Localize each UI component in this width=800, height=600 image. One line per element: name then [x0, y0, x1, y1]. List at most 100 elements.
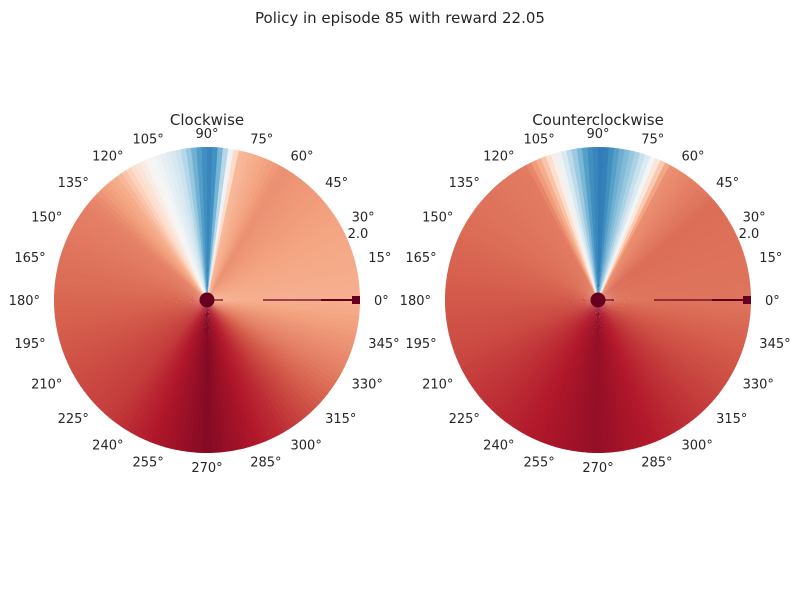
- heatmap-wedge: [207, 300, 280, 438]
- theta-tick-label: 300°: [682, 439, 713, 454]
- heatmap-wedge: [207, 300, 343, 377]
- heatmap-wedge: [598, 300, 694, 424]
- heatmap-wedge: [67, 300, 207, 369]
- heatmap-wedge: [207, 300, 360, 311]
- heatmap-wedge: [57, 262, 208, 300]
- heatmap-wedge: [207, 218, 340, 300]
- heatmap-wedge: [598, 185, 705, 300]
- theta-tick-label: 165°: [14, 251, 45, 266]
- heatmap-wedge: [598, 149, 630, 300]
- heatmap-wedge: [138, 160, 207, 300]
- heatmap-wedge: [598, 227, 736, 300]
- heatmap-wedge: [598, 222, 734, 300]
- heatmap-wedge: [458, 300, 598, 369]
- heatmap-wedge: [464, 218, 598, 300]
- heatmap-wedge: [598, 300, 671, 438]
- heatmap-wedge: [108, 300, 207, 422]
- heatmap-wedge: [598, 189, 709, 300]
- heatmap-wedge: [74, 300, 207, 382]
- heatmap-wedge: [526, 300, 598, 438]
- heatmap-wedge: [83, 300, 207, 396]
- theta-tick-label: 315°: [716, 412, 747, 427]
- heatmap-wedge: [207, 196, 325, 300]
- heatmap-wedge: [598, 151, 641, 300]
- heatmap-wedge: [207, 164, 284, 300]
- heatmap-wedge: [169, 300, 207, 450]
- heatmap-wedge: [207, 300, 332, 395]
- theta-tick-label: 135°: [449, 176, 480, 191]
- theta-tick-label: 90°: [586, 127, 609, 142]
- theta-tick-label: 195°: [14, 337, 45, 352]
- r-tick-label: 2.0: [348, 227, 369, 242]
- heatmap-wedge: [598, 300, 744, 353]
- heatmap-wedge: [598, 300, 750, 327]
- plot-title: Clockwise: [170, 111, 244, 129]
- heatmap-wedge: [207, 147, 229, 300]
- heatmap-wedge: [598, 172, 688, 300]
- heatmap-wedge: [598, 300, 702, 418]
- heatmap-wedge: [503, 300, 598, 425]
- heatmap-wedge: [80, 300, 207, 391]
- heatmap-wedge: [196, 300, 207, 453]
- heatmap-wedge: [598, 300, 706, 414]
- heatmap-wedge: [480, 300, 598, 404]
- heatmap-wedge: [598, 300, 739, 368]
- heatmap-wedge: [598, 300, 743, 358]
- heatmap-wedge: [207, 227, 345, 300]
- heatmap-wedge: [467, 214, 598, 300]
- theta-tick-label: 270°: [191, 461, 222, 476]
- heatmap-wedge: [598, 178, 697, 300]
- heatmap-wedge: [207, 300, 350, 363]
- heatmap-wedge: [59, 252, 207, 300]
- heatmap-wedge: [498, 179, 598, 300]
- heatmap-wedge: [207, 300, 335, 390]
- heatmap-wedge: [516, 300, 598, 434]
- heatmap-wedge: [207, 300, 315, 414]
- trace-end-marker: [743, 296, 751, 304]
- heatmap-wedge: [107, 179, 207, 300]
- heatmap-wedge: [207, 178, 306, 300]
- theta-tick-label: 15°: [759, 251, 782, 266]
- heatmap-wedge: [207, 300, 276, 440]
- heatmap-wedge: [450, 252, 598, 300]
- heatmap-wedge: [598, 300, 709, 411]
- heatmap-wedge: [125, 167, 207, 300]
- heatmap-wedge: [598, 182, 701, 300]
- heatmap-wedge: [598, 300, 726, 390]
- figure-suptitle: Policy in episode 85 with reward 22.05: [255, 9, 545, 27]
- heatmap-wedge: [207, 152, 255, 300]
- heatmap-wedge: [71, 223, 207, 300]
- heatmap-wedge: [89, 197, 207, 300]
- heatmap-wedge: [452, 247, 598, 300]
- heatmap-wedge: [473, 205, 598, 300]
- heatmap-wedge: [207, 300, 356, 343]
- heatmap-wedge: [77, 300, 207, 387]
- heatmap-wedge: [207, 192, 321, 300]
- heatmap-wedge: [598, 300, 667, 440]
- heatmap-wedge: [66, 232, 207, 300]
- heatmap-wedge: [516, 167, 598, 300]
- heatmap-wedge: [449, 257, 598, 300]
- heatmap-wedge: [207, 169, 293, 300]
- heatmap-wedge: [540, 300, 598, 445]
- heatmap-wedge: [129, 164, 207, 300]
- heatmap-wedge: [207, 300, 289, 433]
- heatmap-wedge: [462, 223, 598, 300]
- heatmap-wedge: [598, 162, 670, 300]
- heatmap-wedge: [79, 210, 207, 300]
- heatmap-wedge: [207, 175, 302, 300]
- heatmap-wedge: [89, 300, 207, 404]
- heatmap-wedge: [598, 147, 609, 300]
- heatmap-wedge: [508, 300, 598, 428]
- heatmap-wedge: [598, 209, 725, 300]
- heatmap-wedge: [598, 196, 716, 300]
- theta-tick-label: 330°: [352, 378, 383, 393]
- theta-tick-label: 150°: [422, 211, 453, 226]
- heatmap-wedge: [207, 300, 345, 372]
- heatmap-wedge: [201, 300, 209, 454]
- heatmap-wedge: [207, 300, 355, 348]
- heatmap-wedge: [545, 300, 598, 446]
- heatmap-wedge: [61, 247, 207, 300]
- heatmap-wedge: [207, 300, 329, 399]
